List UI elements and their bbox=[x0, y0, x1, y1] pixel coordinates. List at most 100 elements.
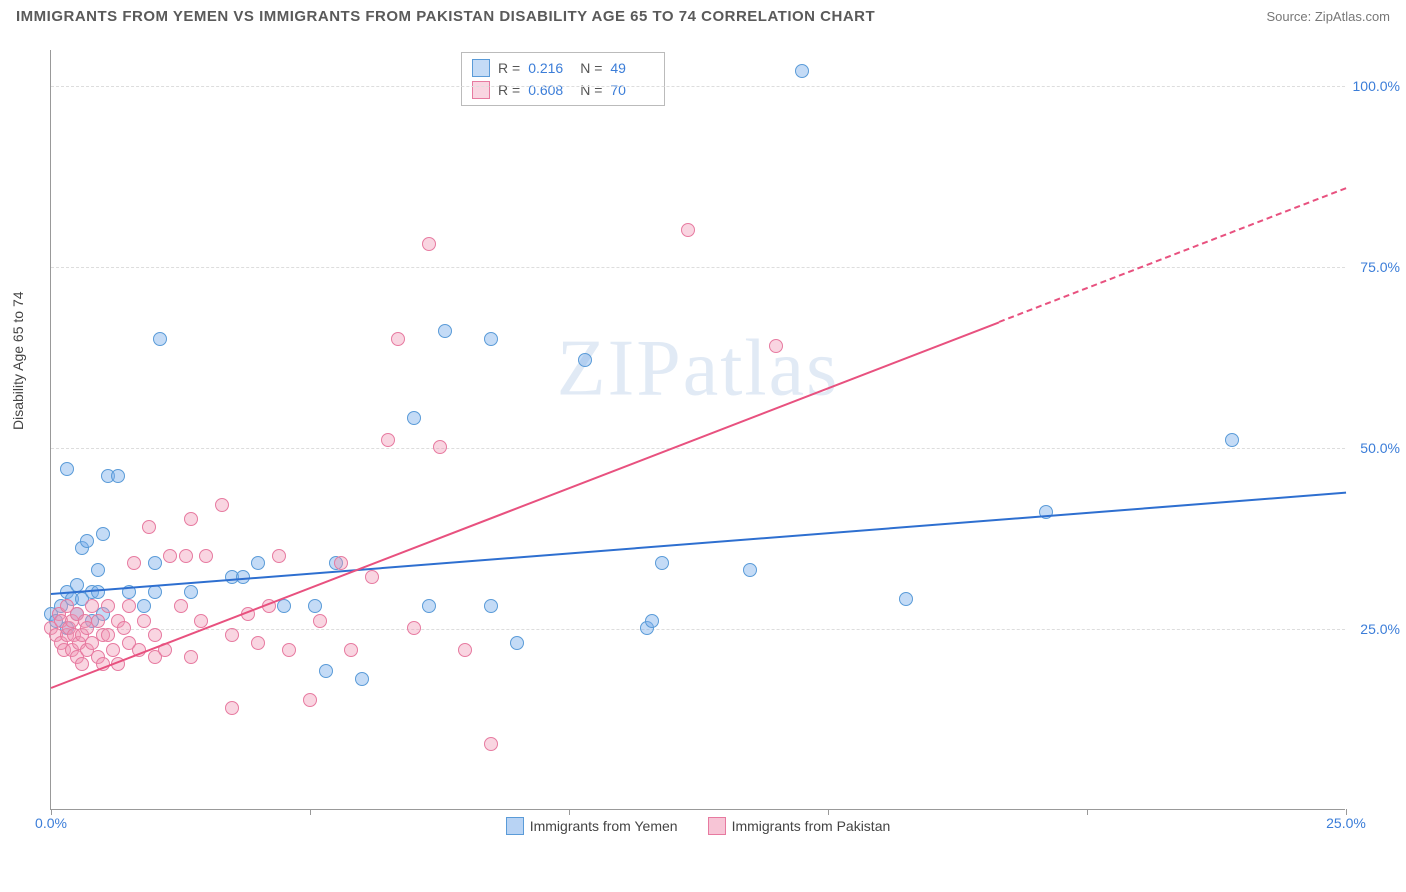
scatter-point bbox=[96, 527, 110, 541]
stat-n-value-pakistan: 70 bbox=[610, 79, 654, 101]
scatter-point bbox=[91, 614, 105, 628]
legend-item-yemen: Immigrants from Yemen bbox=[506, 817, 678, 835]
scatter-point bbox=[484, 599, 498, 613]
legend-swatch-pakistan bbox=[708, 817, 726, 835]
scatter-point bbox=[225, 701, 239, 715]
scatter-point bbox=[391, 332, 405, 346]
scatter-point bbox=[174, 599, 188, 613]
gridline-h bbox=[51, 629, 1345, 630]
scatter-point bbox=[769, 339, 783, 353]
legend-label-pakistan: Immigrants from Pakistan bbox=[732, 818, 891, 834]
scatter-point bbox=[381, 433, 395, 447]
scatter-point bbox=[407, 621, 421, 635]
stat-r-label: R = bbox=[498, 57, 520, 79]
scatter-point bbox=[1225, 433, 1239, 447]
scatter-point bbox=[422, 599, 436, 613]
scatter-point bbox=[184, 650, 198, 664]
scatter-point bbox=[101, 628, 115, 642]
scatter-point bbox=[163, 549, 177, 563]
scatter-point bbox=[184, 585, 198, 599]
ytick-label: 50.0% bbox=[1350, 440, 1400, 456]
scatter-point bbox=[303, 693, 317, 707]
swatch-yemen bbox=[472, 59, 490, 77]
xtick bbox=[569, 809, 570, 815]
scatter-point bbox=[458, 643, 472, 657]
trend-line bbox=[999, 188, 1347, 324]
xtick-label: 25.0% bbox=[1326, 815, 1366, 831]
scatter-point bbox=[365, 570, 379, 584]
scatter-point bbox=[484, 737, 498, 751]
scatter-point bbox=[91, 563, 105, 577]
scatter-point bbox=[91, 585, 105, 599]
scatter-point bbox=[899, 592, 913, 606]
scatter-point bbox=[101, 599, 115, 613]
scatter-point bbox=[484, 332, 498, 346]
chart-legend: Immigrants from Yemen Immigrants from Pa… bbox=[51, 817, 1345, 835]
scatter-point bbox=[422, 237, 436, 251]
scatter-point bbox=[795, 64, 809, 78]
scatter-point bbox=[681, 223, 695, 237]
scatter-point bbox=[510, 636, 524, 650]
gridline-h bbox=[51, 267, 1345, 268]
xtick-label: 0.0% bbox=[35, 815, 67, 831]
scatter-point bbox=[111, 469, 125, 483]
stat-r-value-pakistan: 0.608 bbox=[528, 79, 572, 101]
scatter-point bbox=[319, 664, 333, 678]
ytick-label: 75.0% bbox=[1350, 259, 1400, 275]
scatter-point bbox=[655, 556, 669, 570]
scatter-point bbox=[122, 599, 136, 613]
stat-r-label: R = bbox=[498, 79, 520, 101]
scatter-point bbox=[148, 556, 162, 570]
chart-title: IMMIGRANTS FROM YEMEN VS IMMIGRANTS FROM… bbox=[16, 8, 875, 25]
scatter-point bbox=[355, 672, 369, 686]
scatter-point bbox=[407, 411, 421, 425]
scatter-point bbox=[137, 614, 151, 628]
scatter-plot-area: ZIPatlas R = 0.216 N = 49 R = 0.608 N = … bbox=[50, 50, 1345, 810]
scatter-point bbox=[334, 556, 348, 570]
scatter-point bbox=[199, 549, 213, 563]
scatter-point bbox=[251, 556, 265, 570]
scatter-point bbox=[137, 599, 151, 613]
stats-row-yemen: R = 0.216 N = 49 bbox=[472, 57, 654, 79]
scatter-point bbox=[117, 621, 131, 635]
xtick bbox=[1087, 809, 1088, 815]
legend-item-pakistan: Immigrants from Pakistan bbox=[708, 817, 891, 835]
gridline-h bbox=[51, 448, 1345, 449]
scatter-point bbox=[277, 599, 291, 613]
scatter-point bbox=[272, 549, 286, 563]
scatter-point bbox=[251, 636, 265, 650]
swatch-pakistan bbox=[472, 81, 490, 99]
stats-row-pakistan: R = 0.608 N = 70 bbox=[472, 79, 654, 101]
scatter-point bbox=[308, 599, 322, 613]
scatter-point bbox=[578, 353, 592, 367]
scatter-point bbox=[60, 462, 74, 476]
scatter-point bbox=[194, 614, 208, 628]
scatter-point bbox=[313, 614, 327, 628]
scatter-point bbox=[179, 549, 193, 563]
scatter-point bbox=[80, 534, 94, 548]
trend-line bbox=[51, 321, 1000, 688]
scatter-point bbox=[148, 628, 162, 642]
source-attribution: Source: ZipAtlas.com bbox=[1266, 9, 1390, 24]
scatter-point bbox=[127, 556, 141, 570]
stat-r-value-yemen: 0.216 bbox=[528, 57, 572, 79]
legend-swatch-yemen bbox=[506, 817, 524, 835]
xtick bbox=[310, 809, 311, 815]
scatter-point bbox=[344, 643, 358, 657]
scatter-point bbox=[645, 614, 659, 628]
scatter-point bbox=[225, 628, 239, 642]
gridline-h bbox=[51, 86, 1345, 87]
scatter-point bbox=[85, 599, 99, 613]
scatter-point bbox=[184, 512, 198, 526]
ytick-label: 25.0% bbox=[1350, 621, 1400, 637]
stat-n-label: N = bbox=[580, 79, 602, 101]
stat-n-label: N = bbox=[580, 57, 602, 79]
scatter-point bbox=[743, 563, 757, 577]
xtick bbox=[828, 809, 829, 815]
ytick-label: 100.0% bbox=[1350, 78, 1400, 94]
y-axis-label: Disability Age 65 to 74 bbox=[10, 291, 26, 430]
correlation-stats-box: R = 0.216 N = 49 R = 0.608 N = 70 bbox=[461, 52, 665, 106]
scatter-point bbox=[215, 498, 229, 512]
scatter-point bbox=[433, 440, 447, 454]
trend-line bbox=[51, 492, 1346, 595]
